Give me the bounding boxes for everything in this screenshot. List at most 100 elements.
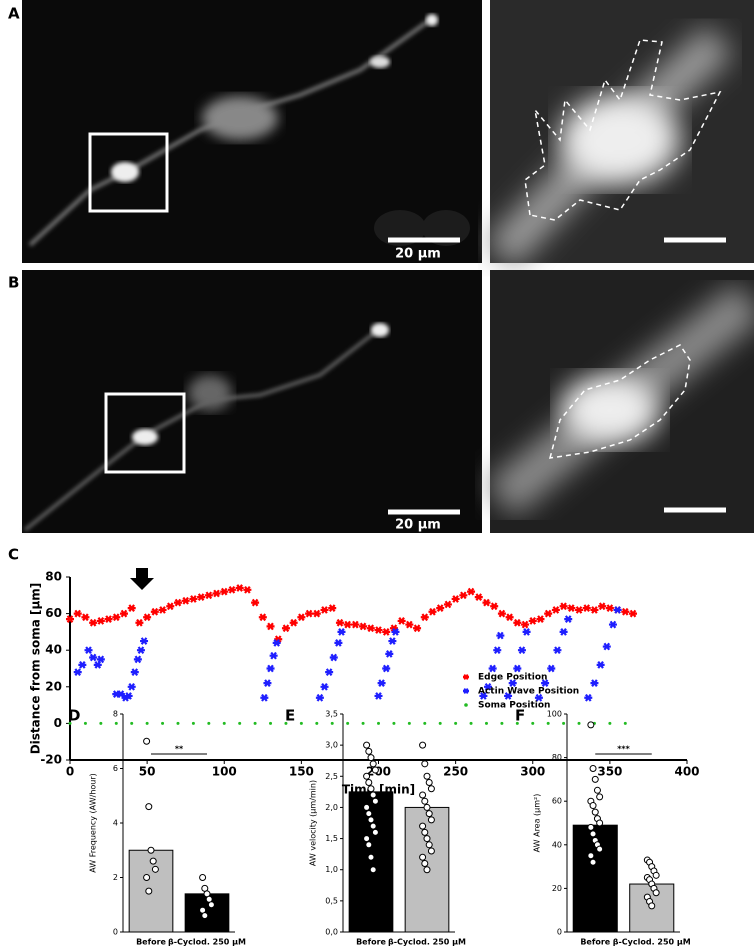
point — [438, 721, 442, 725]
neuron — [28, 14, 470, 247]
point — [284, 721, 288, 725]
data-point — [596, 845, 604, 853]
point — [351, 620, 360, 629]
point — [413, 624, 422, 633]
y-tick-label: 60 — [552, 797, 562, 806]
point — [207, 721, 211, 725]
point — [528, 617, 537, 625]
point — [135, 618, 144, 627]
y-tick-label: 3,0 — [325, 741, 338, 750]
point — [89, 653, 98, 662]
y-tick-label: 2 — [113, 873, 118, 882]
point — [176, 721, 180, 725]
point — [490, 602, 499, 611]
point — [377, 721, 380, 725]
data-point — [423, 803, 431, 811]
y-tick-label: 0,5 — [325, 896, 338, 905]
point — [374, 692, 383, 700]
point — [474, 593, 483, 601]
data-point — [369, 822, 377, 830]
point — [582, 604, 591, 612]
point — [84, 646, 93, 655]
y-tick-label: 0 — [54, 716, 62, 730]
point — [124, 692, 133, 700]
point — [220, 587, 229, 596]
point — [81, 613, 90, 622]
data-point — [363, 835, 371, 843]
point — [328, 604, 337, 612]
point — [484, 721, 488, 725]
y-tick-label: 4 — [113, 819, 118, 828]
point — [621, 607, 630, 616]
point — [130, 668, 139, 677]
data-point — [427, 785, 435, 793]
y-tick-label: 6 — [113, 764, 118, 773]
point — [258, 613, 267, 622]
point — [469, 721, 473, 725]
legend-marker — [463, 688, 469, 694]
point — [272, 639, 281, 647]
data-point — [648, 902, 656, 910]
data-point — [421, 859, 429, 867]
point — [99, 721, 103, 725]
x-tick-label: β-Cyclod. 250 μM — [168, 938, 246, 947]
point — [562, 721, 566, 725]
point — [553, 646, 562, 655]
data-point — [363, 772, 371, 780]
point — [83, 721, 87, 725]
x-tick-label: 50 — [139, 765, 156, 779]
point — [334, 639, 343, 647]
point — [605, 604, 614, 612]
panel-letter: A — [8, 5, 20, 23]
point — [73, 668, 82, 677]
point — [608, 721, 612, 725]
x-tick-label: 350 — [597, 765, 622, 779]
point — [500, 721, 504, 725]
point — [269, 721, 273, 725]
data-point — [207, 901, 215, 909]
x-tick-label: 300 — [520, 765, 545, 779]
point — [235, 584, 244, 592]
point — [89, 618, 98, 627]
point — [166, 602, 175, 611]
y-axis-label: Distance from soma [μm] — [29, 583, 43, 755]
inset-box — [104, 392, 186, 474]
point — [608, 620, 617, 629]
x-tick-label: 400 — [674, 765, 699, 779]
point — [564, 615, 573, 623]
point — [496, 631, 505, 640]
point — [559, 602, 568, 611]
y-axis-label: AW Frequency (AW/hour) — [89, 773, 98, 873]
data-point — [367, 754, 375, 762]
y-tick-label: 1,5 — [325, 834, 338, 843]
data-point — [587, 852, 595, 860]
point — [227, 585, 236, 594]
y-tick-label: 40 — [552, 840, 562, 849]
data-point — [425, 841, 433, 849]
data-point — [145, 803, 153, 811]
point — [513, 664, 522, 673]
data-point — [369, 866, 377, 874]
y-tick-label: 8 — [113, 710, 118, 719]
outline — [548, 344, 691, 459]
data-point — [425, 810, 433, 818]
data-point — [591, 808, 599, 816]
data-point — [419, 741, 427, 749]
point — [361, 721, 365, 725]
point — [158, 606, 167, 614]
point — [66, 615, 74, 623]
point — [335, 618, 344, 627]
point — [191, 721, 195, 725]
point — [505, 613, 514, 622]
y-tick-label: 0,0 — [325, 928, 338, 937]
data-point — [427, 847, 435, 855]
point — [343, 620, 352, 629]
data-point — [367, 785, 375, 793]
panel-letter: B — [8, 274, 19, 292]
y-tick-label: 20 — [552, 884, 562, 893]
data-point — [596, 819, 604, 827]
y-axis-label: AW Area (μm²) — [533, 794, 542, 853]
point — [459, 591, 468, 600]
point — [590, 679, 599, 687]
point — [551, 606, 560, 614]
